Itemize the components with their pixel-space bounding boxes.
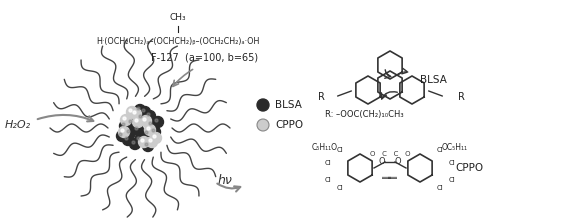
Circle shape — [127, 107, 137, 118]
Circle shape — [143, 128, 153, 139]
Circle shape — [134, 135, 146, 145]
Text: ‖: ‖ — [383, 174, 392, 178]
Circle shape — [140, 107, 150, 118]
Text: R: R — [318, 92, 325, 102]
Circle shape — [127, 118, 137, 128]
Circle shape — [135, 119, 138, 122]
Text: ‖: ‖ — [389, 174, 397, 178]
Text: H₂O₂: H₂O₂ — [5, 120, 31, 130]
Circle shape — [133, 111, 136, 114]
Circle shape — [119, 133, 122, 136]
Text: Cl: Cl — [448, 177, 456, 183]
Text: Cl: Cl — [325, 160, 332, 166]
Circle shape — [137, 107, 140, 110]
Text: H·(OCH₂CH₂)ₐ–(OCHCH₂)ᵦ–(OCH₂CH₂)ₐ·OH: H·(OCH₂CH₂)ₐ–(OCHCH₂)ᵦ–(OCH₂CH₂)ₐ·OH — [96, 37, 259, 46]
Circle shape — [147, 113, 150, 116]
Circle shape — [257, 99, 269, 111]
Circle shape — [150, 133, 161, 143]
Circle shape — [137, 137, 140, 140]
Circle shape — [124, 128, 136, 139]
Circle shape — [130, 139, 140, 149]
Circle shape — [141, 139, 144, 142]
Circle shape — [122, 123, 125, 126]
Circle shape — [149, 122, 152, 125]
Circle shape — [139, 137, 150, 147]
Circle shape — [123, 117, 126, 120]
Text: Cl: Cl — [325, 177, 332, 183]
Circle shape — [116, 130, 127, 141]
Text: F-127  (a=100, b=65): F-127 (a=100, b=65) — [151, 52, 258, 62]
Circle shape — [150, 126, 160, 137]
Circle shape — [129, 109, 132, 112]
Text: Cl: Cl — [437, 147, 443, 153]
Text: C₅H₁₁O: C₅H₁₁O — [312, 143, 338, 152]
Text: CH₃: CH₃ — [170, 13, 186, 22]
Text: O   C   C   O: O C C O — [370, 151, 410, 157]
Circle shape — [130, 109, 141, 120]
Circle shape — [143, 141, 153, 152]
Text: CPPO: CPPO — [455, 163, 483, 173]
Circle shape — [147, 137, 157, 147]
Circle shape — [149, 139, 152, 142]
Circle shape — [153, 116, 164, 128]
Circle shape — [120, 114, 131, 126]
Circle shape — [123, 135, 133, 145]
Circle shape — [153, 135, 156, 138]
Circle shape — [129, 120, 132, 123]
Circle shape — [133, 124, 143, 135]
Text: R: R — [458, 92, 465, 102]
Text: R: –OOC(CH₂)₁₀CH₃: R: –OOC(CH₂)₁₀CH₃ — [325, 110, 404, 119]
Circle shape — [144, 124, 156, 135]
Text: OC₅H₁₁: OC₅H₁₁ — [442, 143, 468, 152]
Text: Cl: Cl — [336, 147, 343, 153]
Circle shape — [121, 129, 124, 132]
Text: O: O — [394, 157, 402, 166]
Text: BLSA: BLSA — [275, 100, 302, 110]
Circle shape — [140, 116, 151, 126]
Text: CPPO: CPPO — [275, 120, 303, 130]
Text: O: O — [379, 157, 385, 166]
Circle shape — [132, 141, 135, 144]
Circle shape — [152, 129, 155, 132]
Circle shape — [133, 116, 143, 128]
Circle shape — [147, 120, 157, 130]
Circle shape — [134, 105, 146, 116]
Circle shape — [143, 118, 146, 121]
Circle shape — [147, 127, 150, 130]
Circle shape — [155, 119, 158, 122]
Circle shape — [127, 130, 130, 133]
Circle shape — [139, 115, 142, 118]
Text: Cl: Cl — [448, 160, 456, 166]
Circle shape — [142, 109, 145, 112]
Text: Cl: Cl — [336, 185, 343, 191]
Text: BLSA: BLSA — [420, 75, 447, 85]
Circle shape — [120, 120, 130, 131]
Circle shape — [145, 143, 148, 146]
Circle shape — [135, 127, 138, 130]
Circle shape — [144, 110, 156, 122]
Circle shape — [145, 131, 148, 134]
Circle shape — [257, 119, 269, 131]
Circle shape — [119, 126, 130, 137]
Text: Cl: Cl — [437, 185, 443, 191]
Circle shape — [137, 112, 147, 124]
Circle shape — [125, 137, 128, 140]
Text: hν: hν — [218, 173, 232, 187]
